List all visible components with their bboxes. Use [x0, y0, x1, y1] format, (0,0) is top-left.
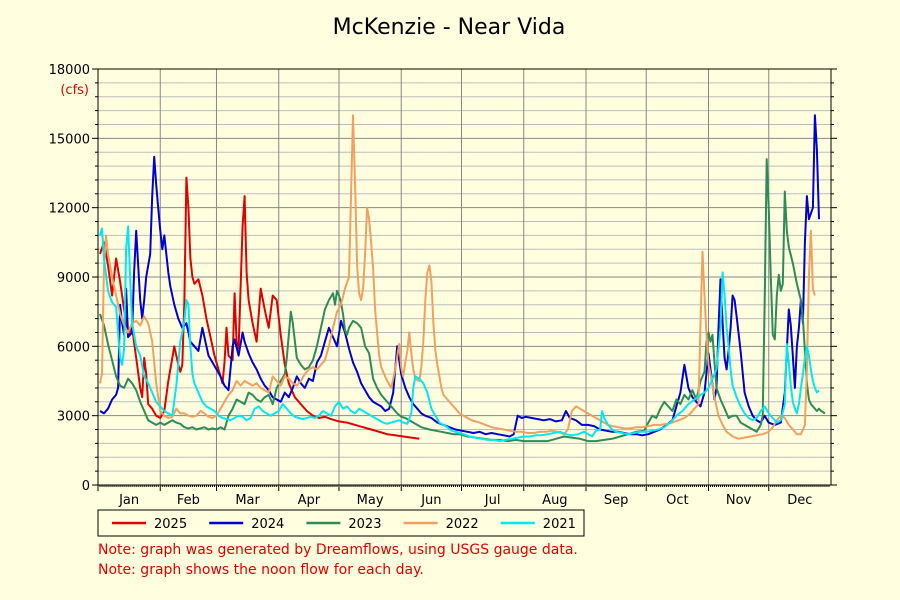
month-label: Jul	[484, 493, 501, 508]
legend-label-2022: 2022	[446, 517, 479, 532]
y-tick-label: 15000	[49, 132, 90, 147]
month-label: Aug	[542, 493, 567, 508]
series-line-2021	[99, 225, 820, 443]
series-line-2023	[99, 158, 826, 443]
month-label: Oct	[666, 493, 688, 508]
month-label: Apr	[298, 493, 321, 508]
ticks: 0 3000 6000 9000 12000 15000 18000 Jan Feb Mar Apr…	[49, 63, 837, 508]
month-label: Jun	[420, 493, 441, 508]
y-tick-label: 12000	[49, 202, 90, 217]
month-label: Jan	[118, 493, 139, 508]
legend: 2025 2024 2023 2022 2021	[97, 509, 585, 537]
month-label: Nov	[726, 493, 752, 508]
y-tick-label: 9000	[57, 271, 90, 286]
month-label: Feb	[177, 493, 200, 508]
series-line-2022	[99, 114, 816, 440]
note-noon-flow: Note: graph shows the noon flow for each…	[98, 562, 424, 578]
month-label: May	[357, 493, 384, 508]
month-label: Dec	[787, 493, 812, 508]
y-tick-label: 0	[82, 479, 90, 494]
chart-title: McKenzie - Near Vida	[333, 15, 566, 40]
legend-label-2025: 2025	[154, 517, 187, 532]
series-group	[99, 114, 826, 443]
unit-label: (cfs)	[60, 83, 89, 98]
series-line-2025	[99, 176, 420, 440]
month-label: Sep	[604, 493, 629, 508]
note-source: Note: graph was generated by Dreamflows,…	[98, 542, 578, 558]
y-tick-label: 18000	[49, 63, 90, 78]
legend-box	[97, 509, 585, 537]
legend-label-2021: 2021	[543, 517, 576, 532]
legend-label-2024: 2024	[251, 517, 284, 532]
y-tick-label: 6000	[57, 340, 90, 355]
legend-label-2023: 2023	[348, 517, 381, 532]
month-label: Mar	[235, 493, 260, 508]
series-line-2024	[99, 114, 820, 438]
y-tick-label: 3000	[57, 410, 90, 425]
